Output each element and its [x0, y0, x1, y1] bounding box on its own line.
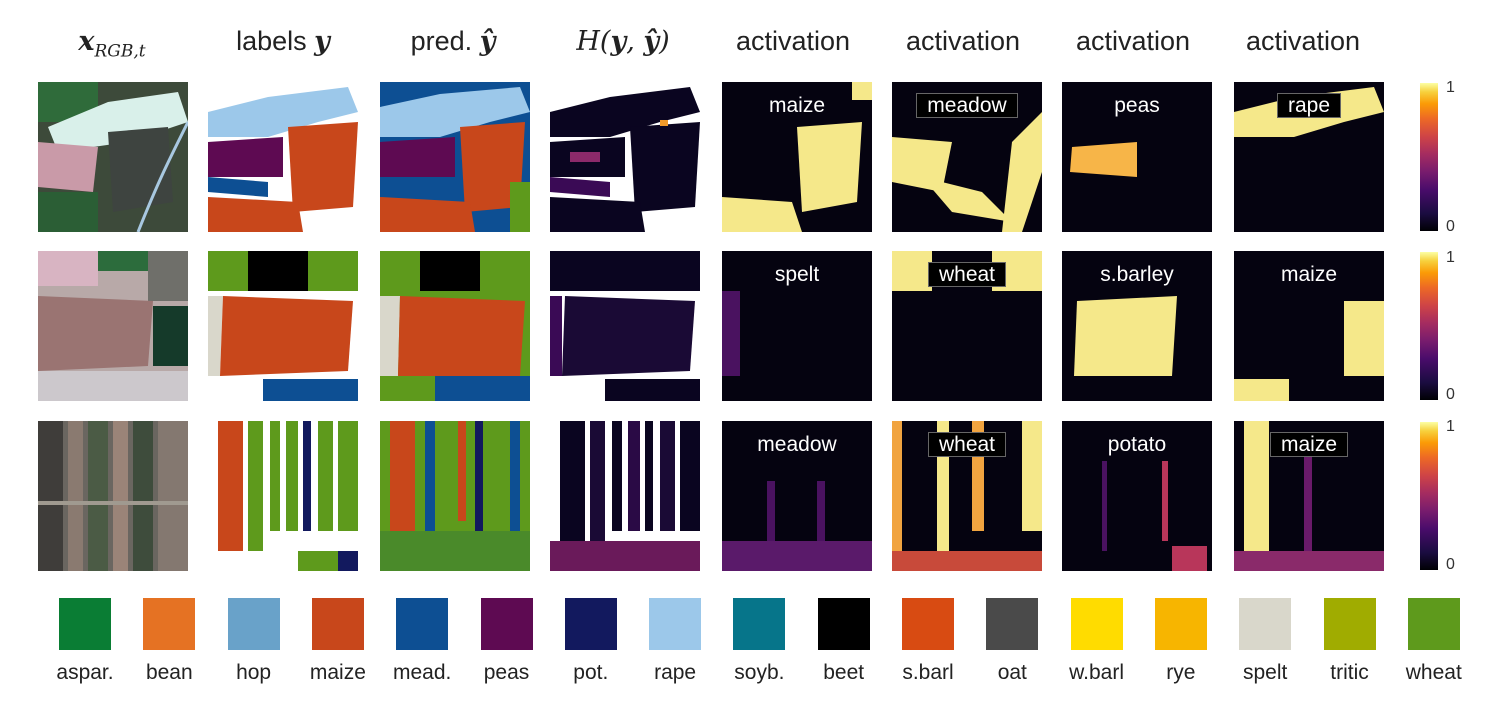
legend-label: peas — [483, 661, 530, 684]
legend-swatch — [1323, 598, 1376, 650]
header-activation-3: activation — [1075, 26, 1191, 56]
legend-label: w.barl — [1069, 661, 1125, 684]
activation-label: spelt — [774, 263, 820, 286]
legend-swatch — [1239, 598, 1292, 650]
legend-label: aspar. — [56, 661, 114, 684]
rgb-image-row2 — [38, 251, 188, 401]
entropy-map-row1 — [550, 82, 700, 232]
legend-swatch — [227, 598, 280, 650]
prediction-map-row1 — [380, 82, 530, 232]
legend-swatch — [143, 598, 196, 650]
legend-swatch — [733, 598, 786, 650]
legend-swatch — [59, 598, 111, 650]
activation-label: maize — [1234, 432, 1384, 457]
header-entropy: H(y, ŷ) — [576, 26, 670, 57]
labels-map-row3 — [208, 421, 358, 571]
entropy-map-row2 — [550, 251, 700, 401]
activation-label: wheat — [892, 262, 1042, 287]
rgb-image-row3 — [38, 421, 188, 571]
labels-map-row2 — [208, 251, 358, 401]
legend-label: soyb. — [734, 661, 785, 684]
colorbar-min-row1: 0 — [1446, 218, 1455, 235]
legend-label: rape — [654, 661, 697, 684]
legend-swatch — [902, 598, 954, 650]
activation-label: wheat — [892, 432, 1042, 457]
legend-swatch — [1407, 598, 1460, 650]
header-labels: labels y — [236, 26, 330, 57]
legend-swatch — [986, 598, 1039, 650]
activation-sbarley-row2: s.barley — [1062, 251, 1212, 401]
colorbar-min-row2: 0 — [1446, 386, 1455, 403]
activation-label: meadow — [757, 433, 837, 456]
colorbar-row1 — [1420, 83, 1438, 231]
prediction-map-row2 — [380, 251, 530, 401]
labels-map-row1 — [208, 82, 358, 232]
activation-wheat-row3: wheat — [892, 421, 1042, 571]
colorbar-max-row1: 1 — [1446, 79, 1455, 96]
legend-label: tritic — [1330, 661, 1369, 684]
colorbar-max-row2: 1 — [1446, 249, 1455, 266]
legend-label: bean — [145, 661, 193, 684]
activation-maize-row3: maize — [1234, 421, 1384, 571]
activation-rape-row1: rape — [1234, 82, 1384, 232]
activation-wheat-row2: wheat — [892, 251, 1042, 401]
legend-label: maize — [309, 661, 366, 684]
legend-label: rye — [1166, 661, 1196, 684]
legend-label: oat — [997, 661, 1027, 684]
legend-label: hop — [236, 661, 272, 684]
activation-label: potato — [1107, 433, 1167, 456]
legend-label: beet — [823, 661, 865, 684]
activation-label: rape — [1234, 93, 1384, 118]
header-pred: pred. ŷ — [410, 26, 496, 57]
header-activation-4: activation — [1245, 26, 1361, 56]
colorbar-max-row3: 1 — [1446, 418, 1455, 435]
activation-label: meadow — [892, 93, 1042, 118]
legend-swatch — [396, 598, 449, 650]
legend-swatch — [817, 598, 870, 650]
legend-swatch — [649, 598, 702, 650]
legend-swatch — [311, 598, 364, 650]
activation-meadow-row3: meadow — [722, 421, 872, 571]
legend-swatch — [1154, 598, 1207, 650]
header-activation-2: activation — [905, 26, 1021, 56]
legend-label: wheat — [1405, 661, 1462, 684]
activation-maize-row2: maize — [1234, 251, 1384, 401]
activation-label: maize — [1280, 263, 1338, 286]
activation-peas-row1: peas — [1062, 82, 1212, 232]
legend-label: mead. — [393, 661, 452, 684]
header-activation-1: activation — [735, 26, 851, 56]
colorbar-row3 — [1420, 422, 1438, 570]
entropy-map-row3 — [550, 421, 700, 571]
activation-maize-row1: maize — [722, 82, 872, 232]
activation-spelt-row2: spelt — [722, 251, 872, 401]
colorbar-row2 — [1420, 252, 1438, 400]
legend-swatch — [564, 598, 617, 650]
activation-label: maize — [768, 94, 826, 117]
prediction-map-row3 — [380, 421, 530, 571]
legend-swatch — [480, 598, 533, 650]
header-rgb-input: xRGB,t — [78, 26, 146, 62]
colorbar-min-row3: 0 — [1446, 556, 1455, 573]
activation-meadow-row1: meadow — [892, 82, 1042, 232]
rgb-image-row1 — [38, 82, 188, 232]
legend-swatch — [1070, 598, 1123, 650]
legend-label: pot. — [573, 661, 609, 684]
legend-label: spelt — [1243, 661, 1288, 684]
activation-label: s.barley — [1100, 263, 1174, 286]
activation-potato-row3: potato — [1062, 421, 1212, 571]
legend-label: s.barl — [902, 661, 954, 684]
activation-label: peas — [1114, 94, 1160, 117]
